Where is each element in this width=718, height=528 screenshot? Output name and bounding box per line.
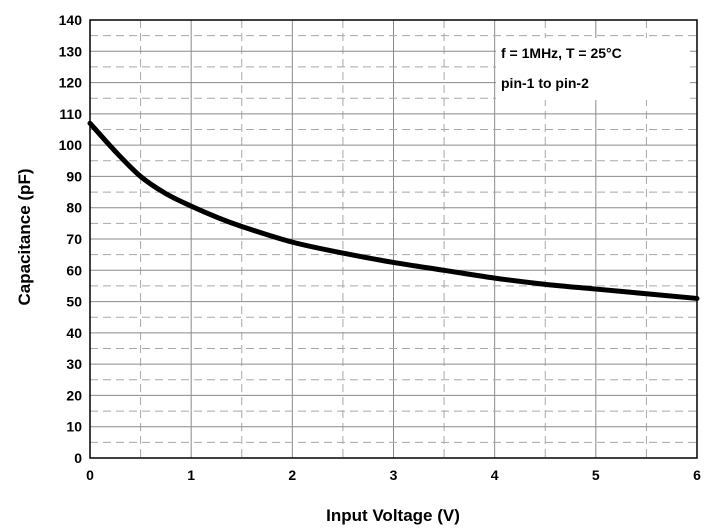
x-axis-title: Input Voltage (V)	[326, 506, 460, 525]
y-tick-label: 30	[66, 356, 82, 372]
y-tick-label: 100	[59, 137, 83, 153]
y-tick-labels: 0 10 20 30 40 50 60 70 80 90 100 110 120 130 140	[59, 12, 83, 466]
x-tick-label: 3	[390, 467, 398, 483]
annotation-line-2: pin-1 to pin-2	[501, 75, 589, 91]
y-tick-label: 40	[66, 325, 82, 341]
x-tick-label: 1	[187, 467, 195, 483]
y-tick-label: 10	[66, 419, 82, 435]
plot-frame	[89, 19, 698, 459]
y-tick-label: 140	[59, 12, 83, 28]
y-tick-label: 20	[66, 387, 82, 403]
y-tick-label: 130	[59, 43, 83, 59]
x-tick-label: 4	[491, 467, 499, 483]
annotation-box	[496, 38, 690, 100]
y-tick-label: 0	[74, 450, 82, 466]
y-tick-label: 120	[59, 75, 83, 91]
x-tick-label: 6	[693, 467, 701, 483]
capacitance-curve	[87, 120, 700, 301]
y-tick-label: 60	[66, 262, 82, 278]
annotation-line-1: f = 1MHz, T = 25°C	[501, 45, 622, 61]
y-tick-label: 50	[66, 294, 82, 310]
x-tick-label: 5	[592, 467, 600, 483]
y-axis-title: Capacitance (pF)	[15, 169, 34, 306]
x-tick-label: 2	[288, 467, 296, 483]
y-tick-label: 110	[59, 106, 82, 122]
x-tick-labels: 0 1 2 3 4 5 6	[86, 467, 701, 483]
y-tick-label: 70	[66, 231, 82, 247]
x-tick-label: 0	[86, 467, 94, 483]
y-tick-label: 90	[66, 168, 82, 184]
y-tick-label: 80	[66, 200, 82, 216]
